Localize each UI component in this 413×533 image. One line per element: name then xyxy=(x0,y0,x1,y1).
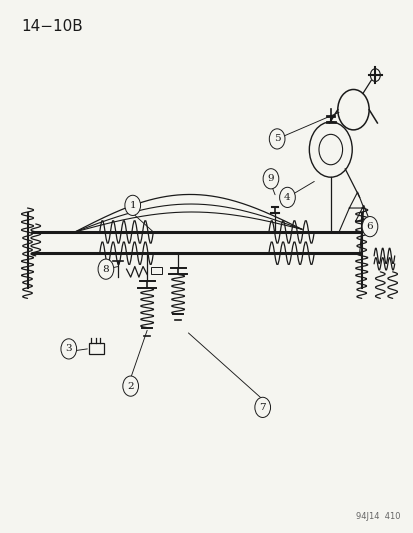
Text: 5: 5 xyxy=(273,134,280,143)
Circle shape xyxy=(279,187,294,207)
Circle shape xyxy=(125,195,140,215)
Text: 4: 4 xyxy=(283,193,290,202)
Text: 2: 2 xyxy=(127,382,134,391)
Circle shape xyxy=(98,259,114,279)
Bar xyxy=(151,266,161,274)
Text: 1: 1 xyxy=(129,201,136,210)
Text: 6: 6 xyxy=(366,222,373,231)
Circle shape xyxy=(263,168,278,189)
Text: 14−10B: 14−10B xyxy=(21,19,83,34)
Text: 3: 3 xyxy=(65,344,72,353)
Text: 94J14  410: 94J14 410 xyxy=(356,512,400,521)
Text: 8: 8 xyxy=(102,265,109,273)
Circle shape xyxy=(61,339,76,359)
Bar xyxy=(89,343,104,354)
Circle shape xyxy=(254,397,270,417)
Circle shape xyxy=(123,376,138,396)
Circle shape xyxy=(361,216,377,237)
Text: 9: 9 xyxy=(267,174,273,183)
Circle shape xyxy=(268,129,284,149)
Text: 7: 7 xyxy=(259,403,266,412)
